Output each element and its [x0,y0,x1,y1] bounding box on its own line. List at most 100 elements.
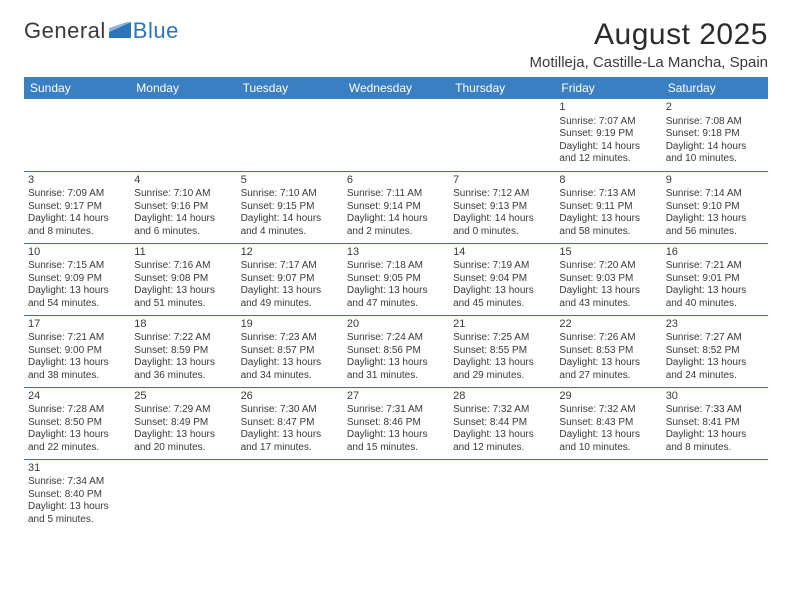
daylight-line: Daylight: 13 hours and 20 minutes. [134,429,232,454]
sunrise-line: Sunrise: 7:22 AM [134,332,232,345]
sunset-line: Sunset: 8:44 PM [453,417,551,430]
sunrise-line: Sunrise: 7:09 AM [28,188,126,201]
daylight-line: Daylight: 13 hours and 8 minutes. [666,429,764,454]
daylight-line: Daylight: 13 hours and 56 minutes. [666,213,764,238]
sunset-line: Sunset: 8:53 PM [559,345,657,358]
sunrise-line: Sunrise: 7:33 AM [666,404,764,417]
calendar-empty [449,459,555,530]
day-number: 2 [666,101,764,115]
sunset-line: Sunset: 8:57 PM [241,345,339,358]
weekday-header: Wednesday [343,77,449,99]
weekday-header: Saturday [662,77,768,99]
sunrise-line: Sunrise: 7:15 AM [28,260,126,273]
weekday-header: Tuesday [237,77,343,99]
sunrise-line: Sunrise: 7:29 AM [134,404,232,417]
calendar-day: 22Sunrise: 7:26 AMSunset: 8:53 PMDayligh… [555,315,661,387]
daylight-line: Daylight: 13 hours and 5 minutes. [28,501,126,526]
day-number: 6 [347,174,445,188]
calendar-day: 1Sunrise: 7:07 AMSunset: 9:19 PMDaylight… [555,99,661,171]
daylight-line: Daylight: 14 hours and 0 minutes. [453,213,551,238]
calendar-day: 3Sunrise: 7:09 AMSunset: 9:17 PMDaylight… [24,171,130,243]
daylight-line: Daylight: 13 hours and 29 minutes. [453,357,551,382]
calendar-day: 17Sunrise: 7:21 AMSunset: 9:00 PMDayligh… [24,315,130,387]
daylight-line: Daylight: 13 hours and 17 minutes. [241,429,339,454]
weekday-header: Thursday [449,77,555,99]
calendar-day: 2Sunrise: 7:08 AMSunset: 9:18 PMDaylight… [662,99,768,171]
day-number: 17 [28,318,126,332]
sunrise-line: Sunrise: 7:10 AM [134,188,232,201]
daylight-line: Daylight: 13 hours and 43 minutes. [559,285,657,310]
daylight-line: Daylight: 13 hours and 24 minutes. [666,357,764,382]
daylight-line: Daylight: 14 hours and 8 minutes. [28,213,126,238]
sunrise-line: Sunrise: 7:20 AM [559,260,657,273]
day-number: 30 [666,390,764,404]
weekday-row: SundayMondayTuesdayWednesdayThursdayFrid… [24,77,768,99]
day-number: 28 [453,390,551,404]
daylight-line: Daylight: 14 hours and 4 minutes. [241,213,339,238]
day-number: 23 [666,318,764,332]
calendar-empty [343,459,449,530]
sunset-line: Sunset: 8:43 PM [559,417,657,430]
calendar-day: 29Sunrise: 7:32 AMSunset: 8:43 PMDayligh… [555,387,661,459]
header: GeneralBlue August 2025 Motilleja, Casti… [24,18,768,71]
daylight-line: Daylight: 14 hours and 2 minutes. [347,213,445,238]
brand-text-1: General [24,18,106,44]
calendar-day: 21Sunrise: 7:25 AMSunset: 8:55 PMDayligh… [449,315,555,387]
daylight-line: Daylight: 13 hours and 27 minutes. [559,357,657,382]
sunrise-line: Sunrise: 7:32 AM [559,404,657,417]
day-number: 4 [134,174,232,188]
daylight-line: Daylight: 13 hours and 40 minutes. [666,285,764,310]
sunset-line: Sunset: 9:11 PM [559,201,657,214]
daylight-line: Daylight: 13 hours and 31 minutes. [347,357,445,382]
sunset-line: Sunset: 9:01 PM [666,273,764,286]
daylight-line: Daylight: 14 hours and 10 minutes. [666,141,764,166]
calendar-day: 12Sunrise: 7:17 AMSunset: 9:07 PMDayligh… [237,243,343,315]
daylight-line: Daylight: 14 hours and 12 minutes. [559,141,657,166]
daylight-line: Daylight: 13 hours and 15 minutes. [347,429,445,454]
sunrise-line: Sunrise: 7:30 AM [241,404,339,417]
calendar-day: 23Sunrise: 7:27 AMSunset: 8:52 PMDayligh… [662,315,768,387]
sunset-line: Sunset: 9:08 PM [134,273,232,286]
sunrise-line: Sunrise: 7:08 AM [666,116,764,129]
weekday-header: Monday [130,77,236,99]
calendar-day: 4Sunrise: 7:10 AMSunset: 9:16 PMDaylight… [130,171,236,243]
calendar-day: 5Sunrise: 7:10 AMSunset: 9:15 PMDaylight… [237,171,343,243]
calendar-day: 13Sunrise: 7:18 AMSunset: 9:05 PMDayligh… [343,243,449,315]
sunrise-line: Sunrise: 7:21 AM [666,260,764,273]
sunrise-line: Sunrise: 7:07 AM [559,116,657,129]
day-number: 31 [28,462,126,476]
day-number: 10 [28,246,126,260]
calendar-week: 10Sunrise: 7:15 AMSunset: 9:09 PM Dayligh… [24,243,768,315]
daylight-line: Daylight: 13 hours and 58 minutes. [559,213,657,238]
sunrise-line: Sunrise: 7:25 AM [453,332,551,345]
sunrise-line: Sunrise: 7:12 AM [453,188,551,201]
sunset-line: Sunset: 8:41 PM [666,417,764,430]
sunset-line: Sunset: 9:13 PM [453,201,551,214]
day-number: 16 [666,246,764,260]
sunrise-line: Sunrise: 7:14 AM [666,188,764,201]
sunrise-line: Sunrise: 7:18 AM [347,260,445,273]
daylight-line: Daylight: 13 hours and 36 minutes. [134,357,232,382]
calendar-empty [237,459,343,530]
sunset-line: Sunset: 9:00 PM [28,345,126,358]
sunrise-line: Sunrise: 7:19 AM [453,260,551,273]
calendar-day: 7Sunrise: 7:12 AMSunset: 9:13 PMDaylight… [449,171,555,243]
day-number: 3 [28,174,126,188]
calendar-empty [130,459,236,530]
calendar-head: SundayMondayTuesdayWednesdayThursdayFrid… [24,77,768,99]
sunrise-line: Sunrise: 7:32 AM [453,404,551,417]
calendar-empty [237,99,343,171]
daylight-line: Daylight: 13 hours and 34 minutes. [241,357,339,382]
day-number: 22 [559,318,657,332]
daylight-line: Daylight: 13 hours and 22 minutes. [28,429,126,454]
calendar-week: 1Sunrise: 7:07 AMSunset: 9:19 PMDaylight… [24,99,768,171]
day-number: 9 [666,174,764,188]
calendar-day: 16Sunrise: 7:21 AMSunset: 9:01 PMDayligh… [662,243,768,315]
daylight-line: Daylight: 13 hours and 49 minutes. [241,285,339,310]
sunset-line: Sunset: 9:09 PM [28,273,126,286]
day-number: 21 [453,318,551,332]
sunset-line: Sunset: 9:17 PM [28,201,126,214]
day-number: 15 [559,246,657,260]
sunrise-line: Sunrise: 7:24 AM [347,332,445,345]
calendar-week: 3Sunrise: 7:09 AMSunset: 9:17 PMDaylight… [24,171,768,243]
